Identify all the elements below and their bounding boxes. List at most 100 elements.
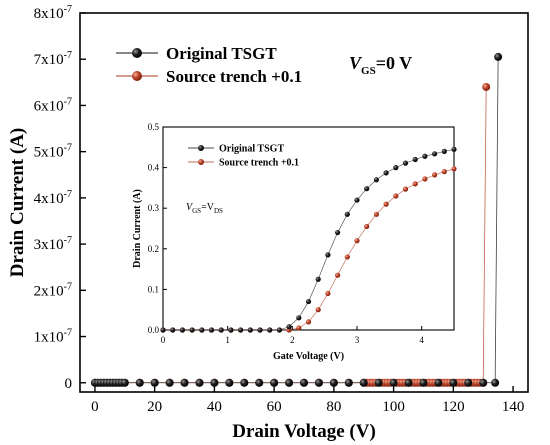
inset-y-tick-label: 0.3 [148,203,160,213]
x-tick-label: 80 [326,399,341,415]
y-tick-label: 1x10-7 [34,328,72,346]
inset-data-point [364,186,370,192]
inset-x-tick-label: 2 [290,335,295,345]
data-point [479,378,488,387]
inset-data-point [451,146,457,152]
data-point [240,378,249,387]
inset-data-point [305,298,312,305]
inset-data-point [267,327,273,333]
inset-data-point [373,177,379,183]
inset-data-point [335,229,341,236]
y-tick-label: 4x10-7 [34,189,72,207]
inset-data-point [257,327,263,333]
y-tick-exponent: -7 [64,235,72,246]
inset-legend-label: Original TSGT [219,144,284,155]
inset-data-point [354,197,360,203]
inset-x-tick-label: 0 [161,335,166,345]
inset-data-point [199,327,205,333]
x-tick-label: 40 [207,399,222,415]
annotation-value: =0 V [376,53,412,73]
plot-frame [79,12,529,393]
data-point [180,378,189,387]
data-point [270,378,279,387]
y-tick-mantissa: 4x10 [34,191,64,207]
inset-data-point [286,324,292,330]
data-point [120,378,129,387]
inset-y-tick-label: 0.1 [148,284,159,294]
data-point [195,378,204,387]
legend-marker [132,71,142,81]
inset-data-point [315,276,321,282]
y-tick-mantissa: 8x10 [34,6,64,22]
inset-data-point [335,272,341,278]
inset-data-point [160,327,166,333]
main-plot: 0 20 40 60 80 100 120 14001x10-72x10-73x10-74x1… [7,4,529,442]
inset-data-point [441,148,447,154]
inset-data-point [383,201,389,207]
data-point [449,378,458,387]
inset-data-point [247,327,253,333]
inset-y-tick-label: 0.0 [148,325,160,335]
y-tick-exponent: -7 [64,143,72,154]
inset-data-point [228,327,234,333]
y-tick-exponent: -7 [64,4,72,15]
data-point [329,378,338,387]
y-tick-exponent: -7 [64,50,72,61]
inset-data-point [422,153,428,159]
inset-bias-annotation: VGS=VDS [186,202,223,215]
inset-data-point [441,169,447,175]
inset-data-point [208,327,215,333]
inset-data-point [276,327,282,333]
inset-data-point [393,193,399,199]
inset-annotation-subscript: GS [192,207,201,215]
inset-data-point [432,172,438,178]
x-tick-label: 0 [91,399,99,415]
inset-legend: Original TSGT Source trench +0.1 [188,144,299,169]
inset-y-tick-label: 0.4 [148,163,160,173]
inset-annotation-symbol: V [186,202,194,213]
inset-data-point [238,327,244,333]
inset-plot: 0 1 2 3 4 0.0 0.1 0.2 0.3 0.4 0.5 Gate Voltage (V) D… [132,122,457,362]
data-point [482,82,491,91]
data-point [404,378,413,387]
data-point [165,378,174,387]
inset-data-point [422,176,428,182]
x-tick-label: 140 [502,399,525,415]
inset-y-axis-label: Drain Current (A) [132,189,143,268]
inset-x-tick-label: 3 [355,335,360,345]
inset-data-point [344,254,350,260]
inset-legend-marker [198,145,204,151]
y-tick-mantissa: 7x10 [34,52,64,68]
inset-data-point [402,186,409,192]
annotation-symbol: V [349,53,363,73]
data-point [359,378,368,387]
inset-data-point [354,238,360,244]
data-point [344,378,353,387]
inset-legend-marker [198,159,204,165]
data-point [314,378,323,387]
inset-data-point [296,325,302,331]
inset-data-point [305,319,312,325]
inset-data-point [189,327,195,333]
inset-legend-label: Source trench +0.1 [219,158,299,169]
y-tick-exponent: -7 [64,328,72,339]
y-tick-exponent: -7 [64,189,72,200]
data-point [255,378,264,387]
data-point [494,52,503,61]
data-point [285,378,294,387]
legend-label: Original TSGT [166,44,277,63]
inset-data-point [373,211,379,217]
x-axis-label: Drain Voltage (V) [232,421,376,442]
inset-data-point [218,327,224,333]
data-point [225,378,234,387]
y-tick-mantissa: 5x10 [34,145,64,161]
inset-data-point [296,315,302,321]
inset-y-tick-label: 0.2 [148,244,159,254]
y-tick-mantissa: 2x10 [34,283,64,299]
y-tick-label: 0 [65,376,73,392]
legend-label: Source trench +0.1 [166,67,302,86]
inset-y-tick-label: 0.5 [148,122,160,132]
x-tick-label: 120 [442,399,465,415]
data-point [434,378,443,387]
inset-data-point [451,166,457,172]
